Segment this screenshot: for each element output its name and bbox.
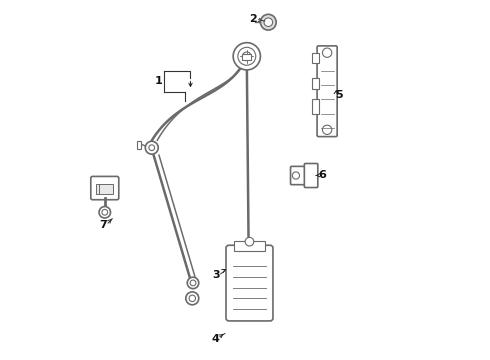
Bar [312,78,319,89]
Circle shape [264,18,272,27]
Circle shape [260,14,276,30]
FancyBboxPatch shape [317,46,337,136]
Bar [312,53,319,63]
Bar [234,241,265,251]
Circle shape [245,237,254,246]
Text: 1: 1 [154,76,162,86]
Circle shape [99,207,111,218]
Text: 2: 2 [249,14,257,24]
Text: 3: 3 [213,270,220,280]
Text: 7: 7 [99,220,106,230]
FancyBboxPatch shape [291,166,310,185]
Bar [312,99,319,114]
Text: 5: 5 [336,90,343,100]
FancyBboxPatch shape [226,245,273,321]
Circle shape [146,141,158,154]
FancyBboxPatch shape [304,163,318,188]
Text: 6: 6 [318,170,326,180]
Bar [243,54,251,60]
Circle shape [186,292,199,305]
Circle shape [233,42,260,70]
FancyBboxPatch shape [91,176,119,200]
Bar [96,184,113,194]
Bar [137,141,141,149]
Circle shape [187,277,199,289]
Text: 4: 4 [212,333,220,343]
